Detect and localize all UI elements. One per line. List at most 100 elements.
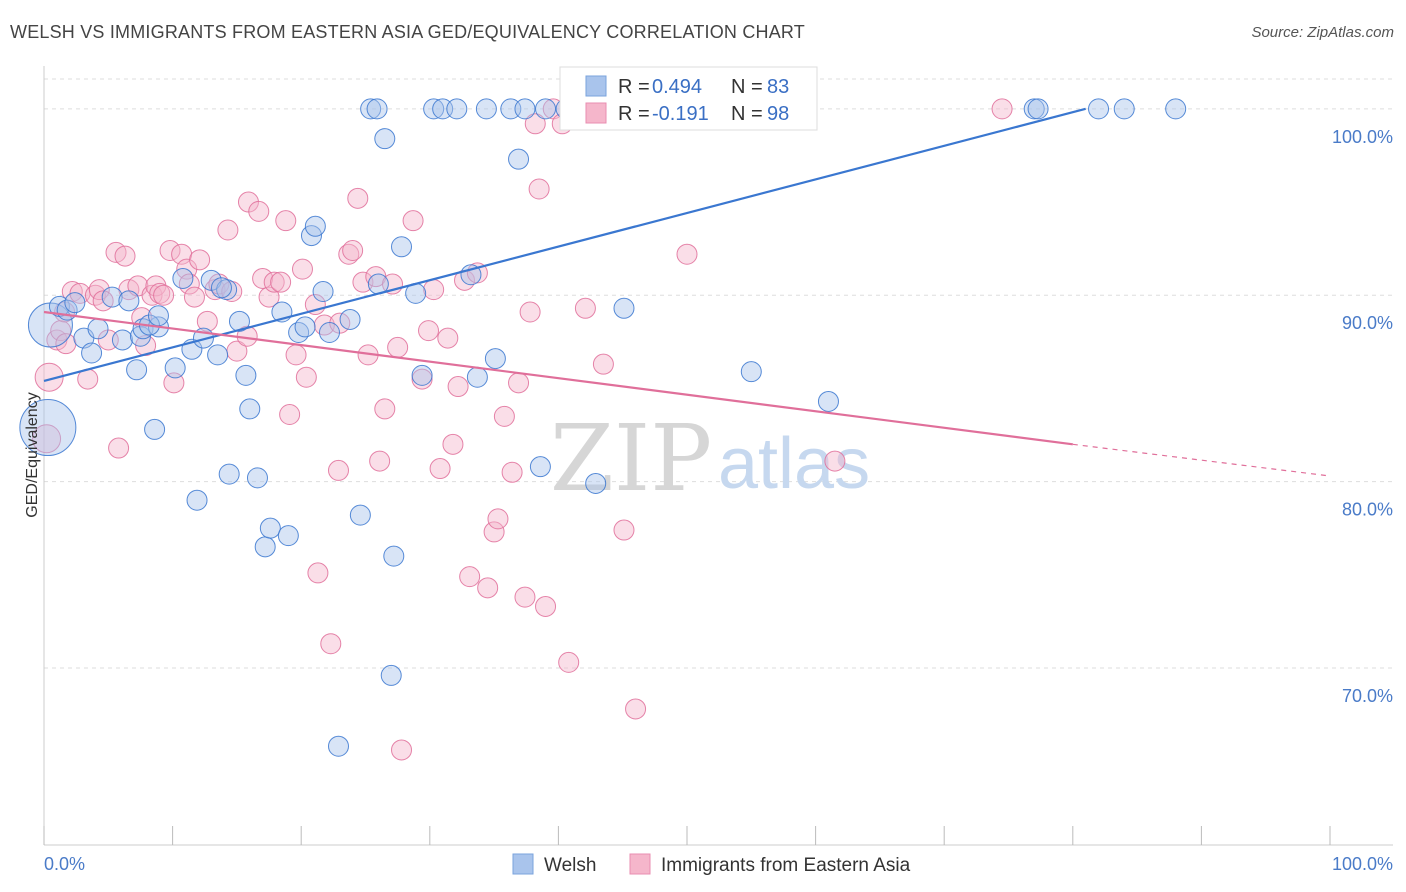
asia-point-14 [108,437,130,459]
welsh-point-4 [64,292,86,314]
welsh-point-42 [327,735,349,757]
welsh-point-28 [228,310,250,332]
asia-point-42 [263,271,285,293]
y-tick-label-3: 70.0% [1342,686,1393,706]
welsh-point-65 [535,98,557,120]
welsh-point-24 [207,344,229,366]
asia-point-30 [189,249,211,271]
welsh-point-62 [508,148,530,170]
welsh-point-27 [218,463,240,485]
asia-point-18 [131,307,153,329]
source-label: Source: ZipAtlas.com [1251,24,1394,41]
asia-point-47 [291,258,313,280]
welsh-point-19 [172,267,194,289]
welsh-point-6 [87,318,109,340]
welsh-point-48 [374,128,396,150]
asia-point-56 [342,240,364,261]
legend-r-value-welsh: 0.494 [652,76,702,98]
y-tick-labels: 100.0% 90.0% 80.0% 70.0% [1332,127,1393,706]
welsh-point-56 [446,98,468,120]
asia-point-46 [285,344,307,366]
trend-lines [43,107,1331,477]
welsh-point-60 [484,348,506,370]
asia-point-72 [442,433,464,455]
asia-point-28 [178,273,200,295]
welsh-point-18 [164,357,186,379]
bottom-legend-swatch-asia [629,853,651,875]
welsh-point-26 [210,277,232,299]
correlation-legend: R = 0.494 N = 83 R = -0.191 N = 98 [559,66,818,131]
asia-point-87 [535,595,557,617]
legend-n-value-welsh: 83 [767,76,789,98]
welsh-point-59 [475,98,497,120]
asia-point-96 [824,450,846,472]
watermark-zip: ZIP [550,405,712,512]
welsh-point-45 [360,98,382,120]
welsh-point-39 [304,215,326,237]
legend-r-label-asia: R = [618,103,650,125]
welsh-point-81 [1113,98,1135,120]
legend-r-value-asia: -0.191 [652,103,709,125]
legend-r-label-welsh: R = [618,76,650,98]
welsh-point-37 [294,316,316,338]
asia-point-62 [374,398,396,420]
welsh-point-44 [349,504,371,526]
asia-point-66 [402,210,424,232]
asia-point-29 [183,286,205,308]
asia-point-71 [437,327,459,349]
welsh-point-53 [411,364,433,386]
asia-point-65 [391,739,413,761]
welsh-point-33 [259,517,281,539]
asia-point-39 [248,200,270,222]
asia-point-83 [514,586,536,608]
asia-point-90 [558,651,580,673]
welsh-point-64 [529,456,551,478]
y-tick-label-0: 100.0% [1332,127,1393,147]
y-tick-label-2: 80.0% [1342,500,1393,520]
asia-point-55 [338,243,360,265]
welsh-point-17 [147,305,169,327]
asia-point-61 [369,450,391,472]
axes [43,66,1393,846]
asia-point-86 [528,178,550,200]
asia-point-91 [574,297,596,319]
welsh-point-31 [246,467,268,489]
asia-point-79 [487,508,509,530]
asia-point-77 [477,577,499,599]
welsh-trend-line [43,107,1086,383]
asia-point-68 [418,320,440,342]
series-asia-points [32,98,1013,761]
asia-point-22 [149,282,171,304]
y-axis-label: GED/Equivalency [24,392,41,517]
asia-point-24 [159,240,181,261]
welsh-point-10 [118,290,140,312]
welsh-point-8 [101,286,123,308]
asia-point-52 [320,633,342,655]
chart-title: WELSH VS IMMIGRANTS FROM EASTERN ASIA GE… [10,22,806,42]
welsh-point-35 [277,525,299,547]
asia-point-25 [163,372,185,394]
watermark-atlas: atlas [718,424,870,504]
x-tick-min: 0.0% [44,854,85,874]
welsh-point-36 [288,322,310,343]
asia-point-50 [307,562,329,584]
asia-trend-line [43,310,1073,446]
series-welsh-points [19,98,1187,757]
welsh-point-51 [391,236,413,258]
welsh-point-9 [111,329,133,351]
asia-point-92 [592,353,614,375]
welsh-point-77 [817,390,839,412]
asia-point-45 [279,404,301,425]
welsh-point-73 [613,297,635,319]
asia-point-97 [991,98,1013,120]
asia-point-34 [217,219,239,241]
legend-swatch-asia [585,102,607,124]
asia-point-73 [447,376,469,398]
asia-point-23 [153,284,175,306]
asia-point-1 [32,424,62,454]
asia-point-53 [327,459,349,481]
asia-point-95 [676,243,698,265]
welsh-point-30 [239,398,261,420]
welsh-point-7 [81,342,103,364]
